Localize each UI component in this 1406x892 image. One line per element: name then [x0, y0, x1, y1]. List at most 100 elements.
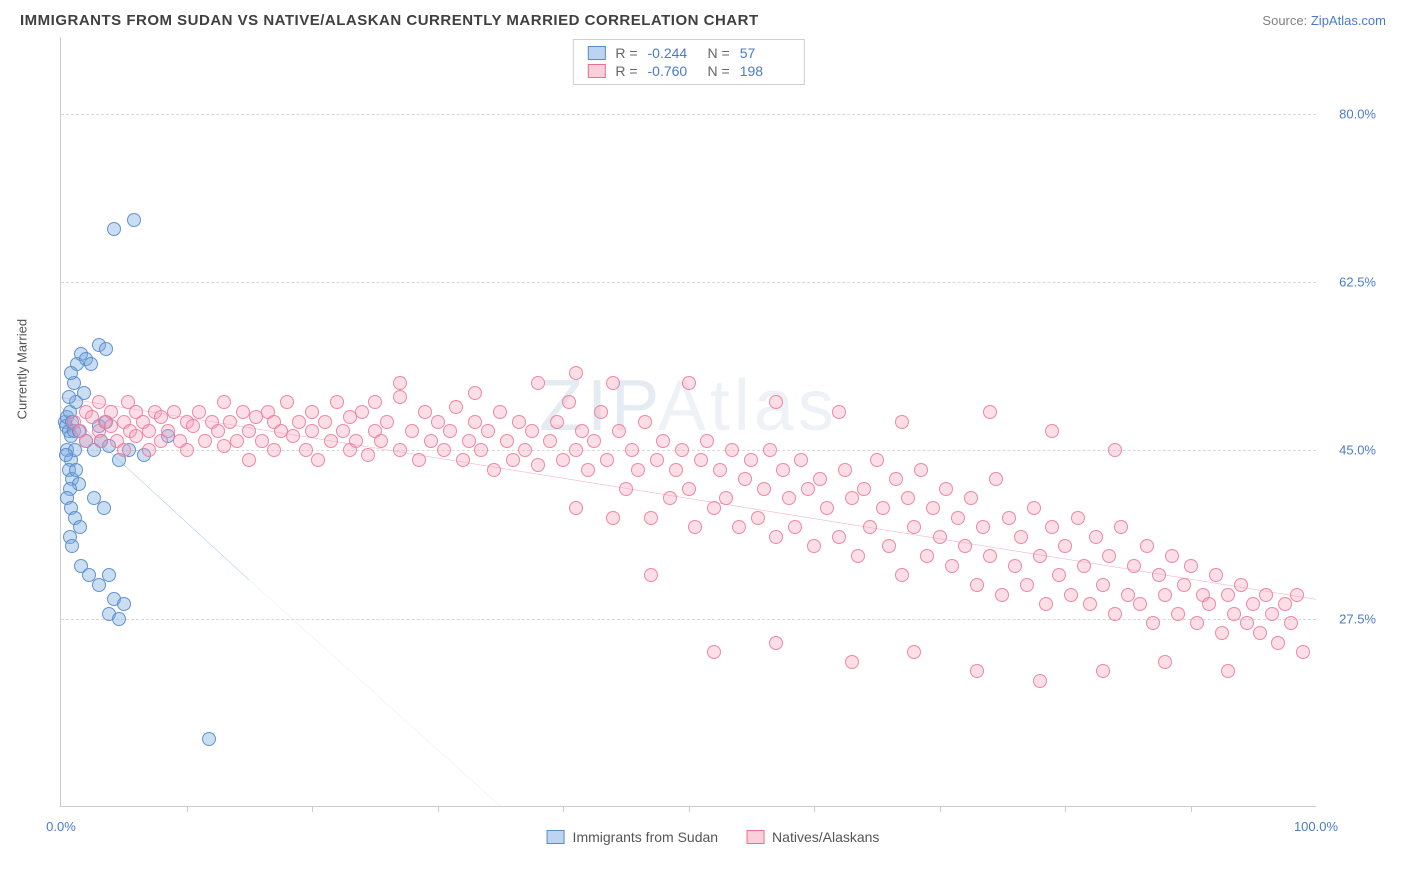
- data-point-native: [412, 453, 426, 467]
- data-point-native: [456, 453, 470, 467]
- data-point-native: [606, 511, 620, 525]
- data-point-native: [1045, 520, 1059, 534]
- data-point-native: [1083, 597, 1097, 611]
- data-point-native: [361, 448, 375, 462]
- data-point-native: [650, 453, 664, 467]
- data-point-native: [1171, 607, 1185, 621]
- data-point-native: [594, 405, 608, 419]
- chart-title: IMMIGRANTS FROM SUDAN VS NATIVE/ALASKAN …: [20, 12, 759, 29]
- data-point-native: [468, 415, 482, 429]
- data-point-native: [211, 424, 225, 438]
- data-point-native: [104, 405, 118, 419]
- data-point-native: [481, 424, 495, 438]
- data-point-native: [380, 415, 394, 429]
- source-link[interactable]: ZipAtlas.com: [1311, 13, 1386, 28]
- data-point-native: [1008, 559, 1022, 573]
- data-point-native: [449, 400, 463, 414]
- data-point-native: [920, 549, 934, 563]
- data-point-native: [713, 463, 727, 477]
- data-point-native: [368, 395, 382, 409]
- data-point-native: [638, 415, 652, 429]
- data-point-native: [167, 405, 181, 419]
- data-point-native: [1296, 645, 1310, 659]
- data-point-native: [543, 434, 557, 448]
- data-point-native: [813, 472, 827, 486]
- data-point-native: [1265, 607, 1279, 621]
- data-point-native: [161, 424, 175, 438]
- data-point-native: [688, 520, 702, 534]
- swatch-blue: [587, 46, 605, 60]
- data-point-native: [763, 443, 777, 457]
- data-point-native: [845, 655, 859, 669]
- data-point-native: [525, 424, 539, 438]
- data-point-native: [305, 424, 319, 438]
- data-point-native: [418, 405, 432, 419]
- data-point-native: [1033, 549, 1047, 563]
- data-point-native: [983, 549, 997, 563]
- data-point-native: [255, 434, 269, 448]
- n-label: N =: [708, 63, 730, 79]
- data-point-native: [1246, 597, 1260, 611]
- data-point-sudan: [69, 463, 83, 477]
- data-point-native: [506, 453, 520, 467]
- data-point-native: [619, 482, 633, 496]
- data-point-native: [393, 390, 407, 404]
- data-point-native: [405, 424, 419, 438]
- data-point-native: [1253, 626, 1267, 640]
- data-point-native: [933, 530, 947, 544]
- data-point-native: [569, 501, 583, 515]
- data-point-native: [267, 443, 281, 457]
- data-point-native: [324, 434, 338, 448]
- data-point-native: [1184, 559, 1198, 573]
- data-point-native: [964, 491, 978, 505]
- data-point-native: [1121, 588, 1135, 602]
- data-point-sudan: [117, 597, 131, 611]
- stats-row-sudan: R = -0.244 N = 57: [587, 44, 789, 62]
- data-point-native: [280, 395, 294, 409]
- x-tick-minor: [940, 806, 941, 812]
- data-point-native: [606, 376, 620, 390]
- data-point-native: [1152, 568, 1166, 582]
- source-attribution: Source: ZipAtlas.com: [1262, 13, 1386, 28]
- data-point-native: [782, 491, 796, 505]
- data-point-native: [958, 539, 972, 553]
- data-point-native: [531, 376, 545, 390]
- data-point-native: [374, 434, 388, 448]
- data-point-native: [575, 424, 589, 438]
- r-value-sudan: -0.244: [648, 45, 698, 61]
- data-point-native: [1089, 530, 1103, 544]
- data-point-native: [1033, 674, 1047, 688]
- data-point-native: [769, 395, 783, 409]
- data-point-native: [600, 453, 614, 467]
- data-point-native: [569, 366, 583, 380]
- trend-lines-layer: [61, 37, 1316, 806]
- data-point-native: [242, 453, 256, 467]
- data-point-native: [1215, 626, 1229, 640]
- data-point-native: [217, 395, 231, 409]
- data-point-native: [242, 424, 256, 438]
- data-point-native: [230, 434, 244, 448]
- data-point-native: [707, 501, 721, 515]
- bottom-legend: Immigrants from Sudan Natives/Alaskans: [547, 829, 880, 845]
- data-point-native: [876, 501, 890, 515]
- data-point-native: [870, 453, 884, 467]
- data-point-native: [1133, 597, 1147, 611]
- x-tick-minor: [1065, 806, 1066, 812]
- data-point-native: [292, 415, 306, 429]
- data-point-native: [945, 559, 959, 573]
- data-point-native: [1102, 549, 1116, 563]
- data-point-native: [845, 491, 859, 505]
- data-point-native: [663, 491, 677, 505]
- data-point-native: [79, 434, 93, 448]
- data-point-native: [1234, 578, 1248, 592]
- data-point-native: [468, 386, 482, 400]
- data-point-native: [192, 405, 206, 419]
- r-label: R =: [615, 63, 637, 79]
- x-tick-minor: [187, 806, 188, 812]
- data-point-native: [807, 539, 821, 553]
- data-point-sudan: [97, 501, 111, 515]
- legend-item-native: Natives/Alaskans: [746, 829, 879, 845]
- data-point-native: [863, 520, 877, 534]
- gridline: [61, 619, 1316, 620]
- data-point-native: [983, 405, 997, 419]
